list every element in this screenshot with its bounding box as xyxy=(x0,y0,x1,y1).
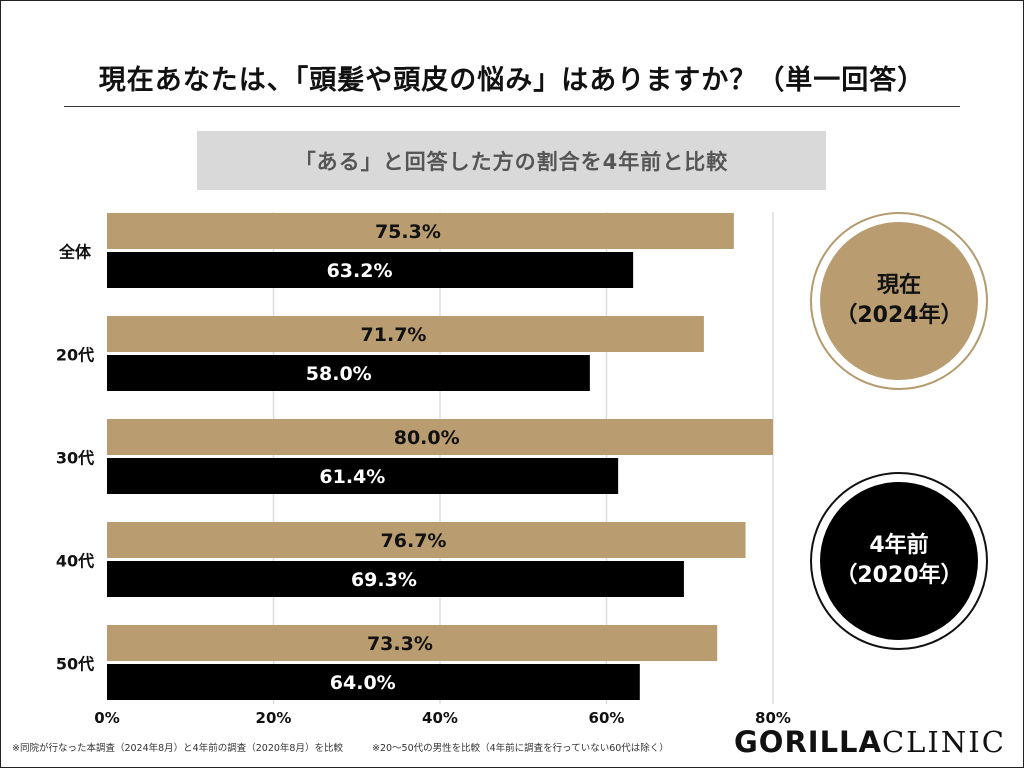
bar-previous-2 xyxy=(107,458,619,494)
data-label-previous-2: 61.4% xyxy=(319,466,385,488)
data-label-previous-0: 63.2% xyxy=(327,260,393,282)
tick-label-3: 60% xyxy=(589,709,625,727)
tick-label-0: 0% xyxy=(94,709,119,727)
data-label-previous-1: 58.0% xyxy=(306,363,372,385)
footnote-1: ※同院が行なった本調査（2024年8月）と4年前の調査（2020年8月）を比較 xyxy=(12,743,343,754)
category-label-0: 全体 xyxy=(58,243,92,262)
bar-previous-3 xyxy=(107,561,684,597)
bar-previous-4 xyxy=(107,664,640,700)
legend-previous-2020: 4年前 （2020年） xyxy=(810,472,988,650)
data-label-previous-3: 69.3% xyxy=(351,569,417,591)
category-label-1: 20代 xyxy=(56,346,94,365)
bar-current-2 xyxy=(107,419,773,455)
page-title: 現在あなたは、「頭髪や頭皮の悩み」はありますか？（単一回答） xyxy=(98,65,926,96)
tick-label-2: 40% xyxy=(422,709,458,727)
title-divider xyxy=(64,106,960,107)
legend-current-2024: 現在 （2024年） xyxy=(810,212,988,390)
legend-current-line2: （2024年） xyxy=(835,303,963,328)
data-label-current-0: 75.3% xyxy=(375,221,441,243)
legend-previous-line1: 4年前 xyxy=(869,533,929,558)
legend-current-badge: 現在 （2024年） xyxy=(820,222,978,380)
category-label-4: 50代 xyxy=(56,655,94,674)
tick-label-4: 80% xyxy=(755,709,791,727)
brand-logo-part1: GORILLA xyxy=(734,725,882,759)
bar-current-1 xyxy=(107,316,704,352)
category-label-2: 30代 xyxy=(56,449,94,468)
brand-logo: GORILLACLINIC xyxy=(734,725,1006,759)
bar-current-0 xyxy=(107,213,734,249)
legend-previous-badge: 4年前 （2020年） xyxy=(820,482,978,640)
category-label-3: 40代 xyxy=(56,552,94,571)
chart-subtitle: 「ある」と回答した方の割合を4年前と比較 xyxy=(197,131,826,190)
data-label-current-2: 80.0% xyxy=(394,427,460,449)
footnote-2: ※20～50代の男性を比較（4年前に調査を行っていない60代は除く） xyxy=(371,743,669,754)
data-label-previous-4: 64.0% xyxy=(330,672,396,694)
data-label-current-4: 73.3% xyxy=(367,633,433,655)
data-label-current-1: 71.7% xyxy=(361,324,427,346)
footnotes: ※同院が行なった本調査（2024年8月）と4年前の調査（2020年8月）を比較 … xyxy=(12,740,695,754)
bar-previous-1 xyxy=(107,355,590,391)
bar-current-3 xyxy=(107,522,746,558)
brand-logo-part2: CLINIC xyxy=(881,725,1006,759)
legend-current-line1: 現在 xyxy=(876,273,921,298)
tick-label-1: 20% xyxy=(256,709,292,727)
data-label-current-3: 76.7% xyxy=(381,530,447,552)
bar-previous-0 xyxy=(107,252,634,288)
bar-current-4 xyxy=(107,625,718,661)
legend-previous-line2: （2020年） xyxy=(835,563,963,588)
